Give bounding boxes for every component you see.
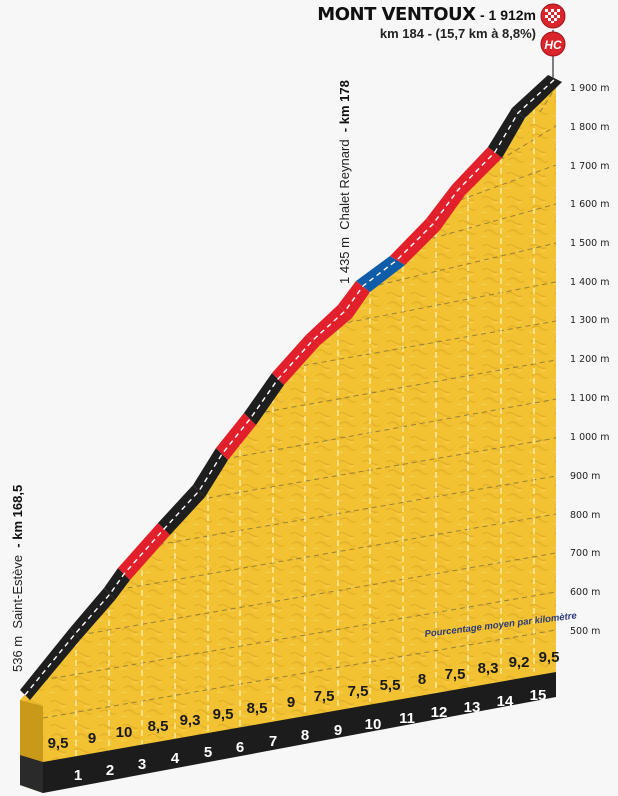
- svg-text:HC: HC: [544, 38, 562, 52]
- svg-text:1 100 m: 1 100 m: [570, 393, 609, 404]
- svg-text:9,5: 9,5: [539, 649, 560, 666]
- svg-text:8,5: 8,5: [148, 718, 169, 735]
- svg-text:7: 7: [269, 733, 277, 750]
- hc-category-badge: HC: [540, 31, 566, 57]
- climb-title-block: MONT VENTOUX - 1 912m km 184 - (15,7 km …: [317, 4, 536, 41]
- svg-text:1 900 m: 1 900 m: [570, 83, 609, 94]
- svg-text:7,5: 7,5: [348, 683, 369, 700]
- svg-text:500 m: 500 m: [570, 626, 600, 637]
- svg-text:1 400 m: 1 400 m: [570, 277, 609, 288]
- svg-text:1 300 m: 1 300 m: [570, 315, 609, 326]
- km-gridlines: [75, 108, 535, 760]
- climb-subtitle: km 184 - (15,7 km à 8,8%): [379, 26, 536, 41]
- svg-text:700 m: 700 m: [570, 548, 600, 559]
- km-markers: 1 2 3 4 5 6 7 8 9 10 11 12 13 14 15: [74, 687, 547, 784]
- svg-text:8,3: 8,3: [478, 660, 499, 677]
- svg-text:10: 10: [116, 724, 133, 741]
- svg-text:1: 1: [74, 767, 82, 784]
- svg-text:9,5: 9,5: [213, 706, 234, 723]
- svg-text:900 m: 900 m: [570, 471, 600, 482]
- svg-text:6: 6: [236, 739, 244, 756]
- altitude-gridlines: [42, 86, 557, 719]
- checkered-flag-icon: [540, 3, 566, 29]
- terrain-area: [20, 80, 556, 778]
- svg-text:9: 9: [334, 722, 342, 739]
- km-base-band: [43, 672, 556, 793]
- svg-text:600 m: 600 m: [570, 587, 600, 598]
- svg-text:8: 8: [301, 727, 309, 744]
- svg-text:2: 2: [106, 762, 114, 779]
- svg-text:1 000 m: 1 000 m: [570, 432, 609, 443]
- svg-text:13: 13: [464, 699, 481, 716]
- svg-text:5: 5: [204, 744, 212, 761]
- road-profile: [20, 75, 562, 700]
- climb-title: MONT VENTOUX - 1 912m: [317, 4, 536, 25]
- svg-text:8,5: 8,5: [247, 700, 268, 717]
- svg-text:1 600 m: 1 600 m: [570, 199, 609, 210]
- summit-altitude: 1 912m: [488, 7, 536, 23]
- svg-text:12: 12: [431, 704, 448, 721]
- svg-text:9,2: 9,2: [509, 654, 530, 671]
- svg-text:1 500 m: 1 500 m: [570, 238, 609, 249]
- svg-text:4: 4: [171, 750, 180, 767]
- svg-text:7,5: 7,5: [314, 688, 335, 705]
- svg-text:5,5: 5,5: [380, 677, 401, 694]
- km-base-band-side: [20, 755, 43, 793]
- svg-text:1 700 m: 1 700 m: [570, 161, 609, 172]
- svg-text:7,5: 7,5: [445, 666, 466, 683]
- y-axis: 1 900 m 1 800 m 1 700 m 1 600 m 1 500 m …: [570, 83, 609, 637]
- svg-text:1 200 m: 1 200 m: [570, 354, 609, 365]
- climb-name: MONT VENTOUX: [317, 4, 476, 25]
- svg-text:14: 14: [497, 693, 514, 710]
- svg-text:9,5: 9,5: [48, 735, 69, 752]
- svg-text:9: 9: [88, 730, 96, 747]
- svg-text:1 800 m: 1 800 m: [570, 122, 609, 133]
- svg-text:11: 11: [399, 710, 415, 727]
- svg-text:9,3: 9,3: [180, 712, 201, 729]
- svg-text:10: 10: [365, 716, 382, 733]
- svg-text:800 m: 800 m: [570, 510, 600, 521]
- svg-text:3: 3: [138, 756, 146, 773]
- svg-text:15: 15: [530, 687, 547, 704]
- svg-text:9: 9: [287, 694, 295, 711]
- gradient-labels: 9,5 9 10 8,5 9,3 9,5 8,5 9 7,5 7,5 5,5 8…: [48, 649, 560, 752]
- svg-text:8: 8: [418, 671, 426, 688]
